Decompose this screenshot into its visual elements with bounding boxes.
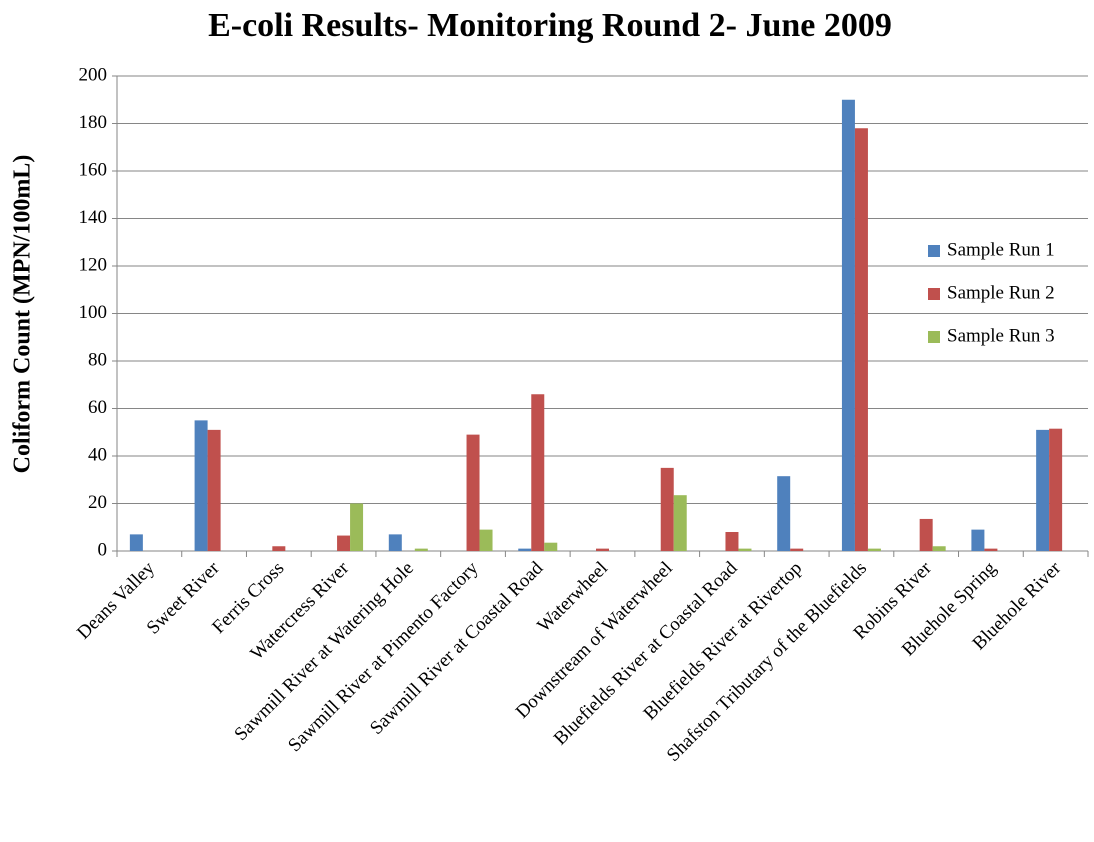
y-tick-label: 200 <box>79 64 108 85</box>
legend-label: Sample Run 3 <box>947 325 1055 346</box>
bar <box>971 529 985 551</box>
y-tick-label: 120 <box>79 254 108 275</box>
bar <box>272 546 286 551</box>
bar <box>207 429 221 551</box>
bar <box>194 420 208 551</box>
y-tick-label: 180 <box>79 112 108 133</box>
bar <box>388 534 402 551</box>
bar <box>984 548 998 551</box>
y-tick-label: 20 <box>88 492 107 513</box>
bar <box>596 548 609 551</box>
bar <box>544 542 558 551</box>
bar <box>479 529 493 551</box>
bar <box>932 546 946 551</box>
bar <box>919 518 933 551</box>
bar <box>129 534 143 551</box>
legend-swatch <box>928 288 940 300</box>
y-tick-label: 140 <box>79 207 108 228</box>
y-tick-label: 80 <box>88 349 107 370</box>
bar <box>790 548 804 551</box>
bar <box>466 434 480 551</box>
bar <box>518 548 532 551</box>
chart-title: E-coli Results- Monitoring Round 2- June… <box>208 7 892 44</box>
bar <box>725 532 739 551</box>
bar <box>1036 429 1050 551</box>
legend-swatch <box>928 331 940 343</box>
y-tick-label: 40 <box>88 444 107 465</box>
bar <box>841 99 855 551</box>
y-tick-label: 0 <box>98 539 108 560</box>
legend-swatch <box>928 245 940 257</box>
bar <box>350 503 364 551</box>
y-tick-label: 160 <box>79 159 108 180</box>
x-tick-label: Deans Valley <box>73 557 159 643</box>
y-tick-label: 60 <box>88 397 107 418</box>
bar <box>738 548 752 551</box>
bar <box>414 548 428 551</box>
bar <box>337 535 351 551</box>
bar <box>1049 428 1063 551</box>
y-tick-label: 100 <box>79 302 108 323</box>
bar <box>777 476 791 551</box>
bar <box>531 394 545 551</box>
bar <box>673 495 687 551</box>
y-axis-title: Coliform Count (MPN/100mL) <box>10 155 36 474</box>
bar <box>660 467 674 551</box>
bar <box>867 548 881 551</box>
legend-label: Sample Run 1 <box>947 239 1055 260</box>
bar <box>854 128 868 551</box>
legend-label: Sample Run 2 <box>947 282 1055 303</box>
